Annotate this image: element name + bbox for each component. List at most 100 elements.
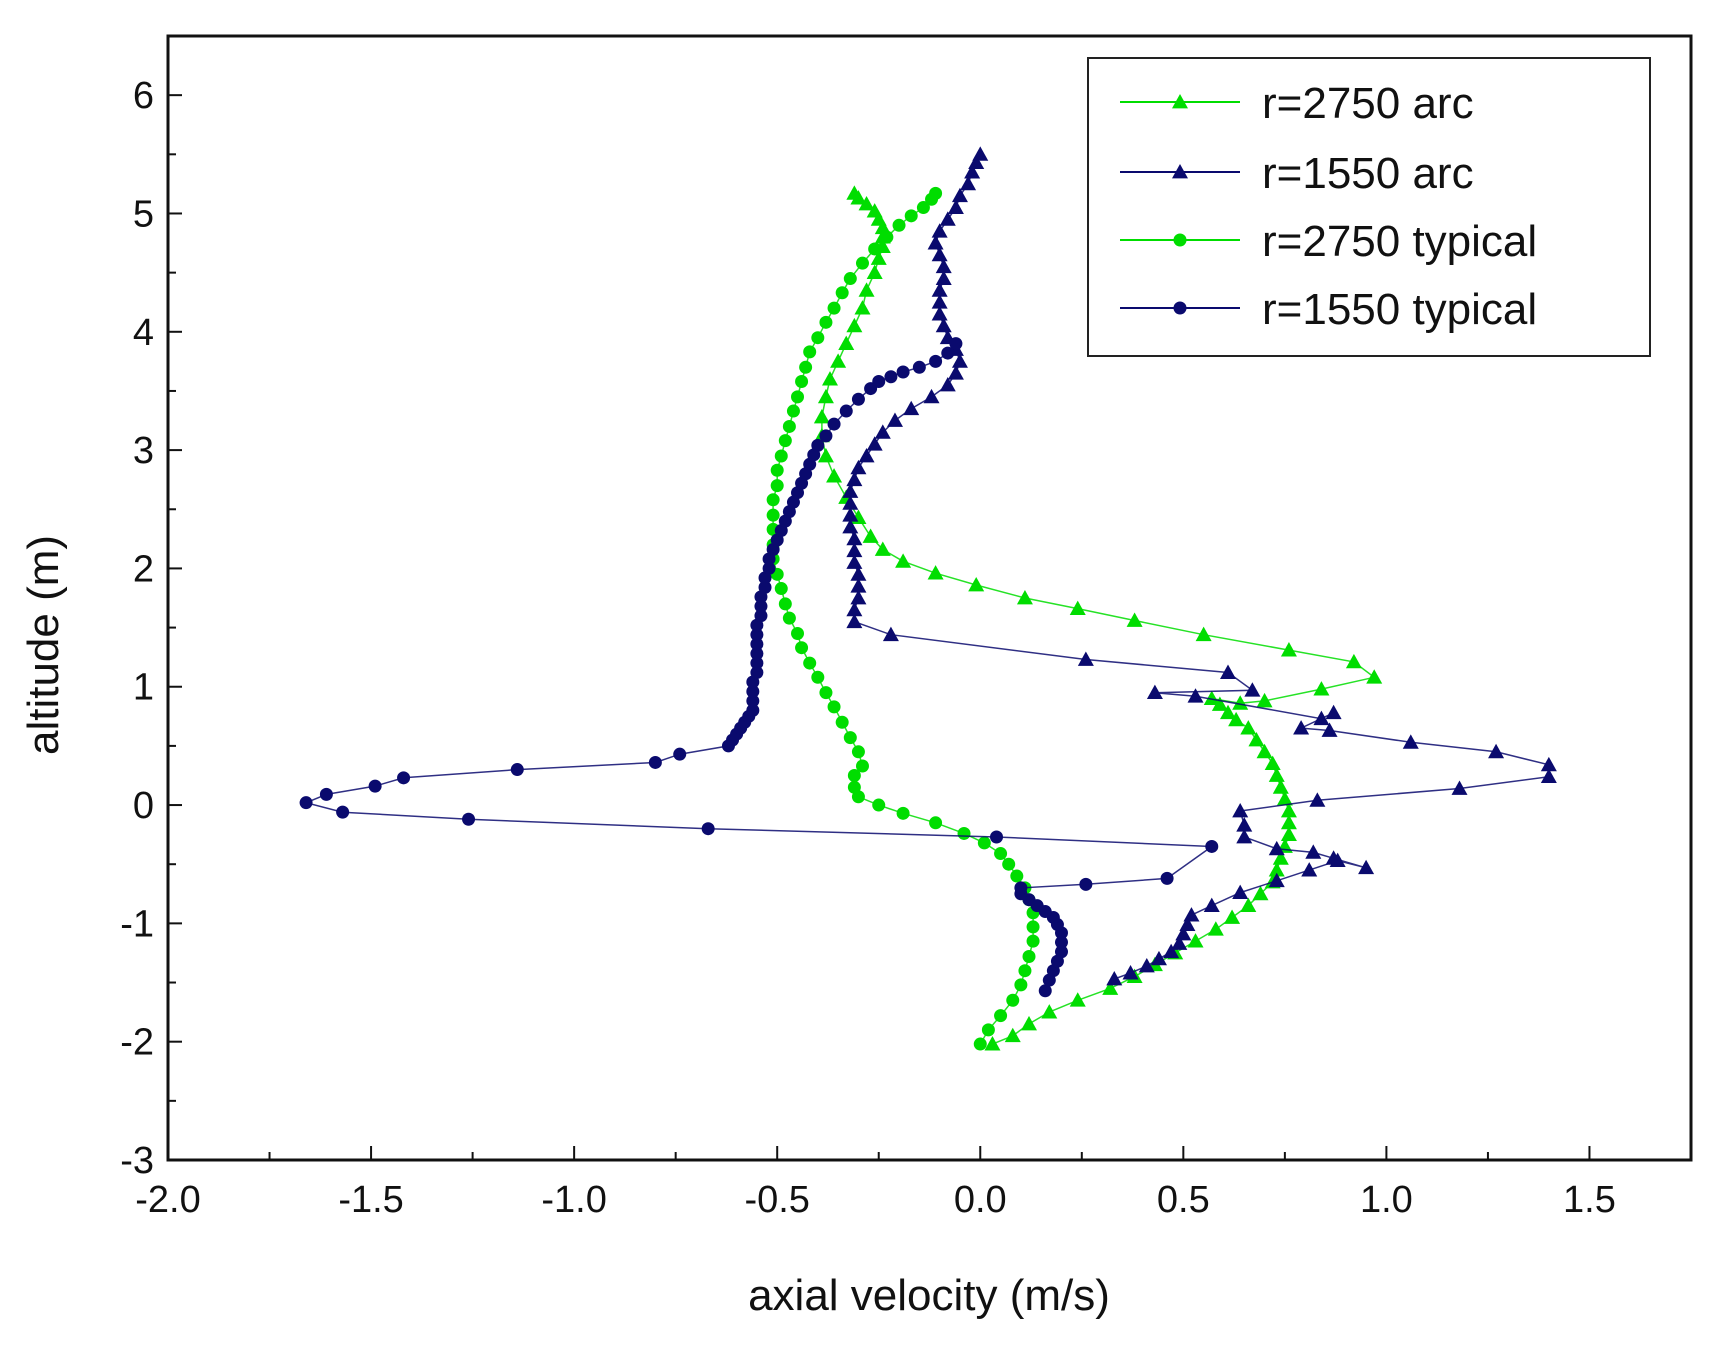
legend-items: r=2750 arc r=1550 arc r=2750 typical r=1550…	[1120, 79, 1537, 334]
data-point	[1268, 872, 1285, 888]
data-point	[981, 1023, 995, 1037]
x-tick-label: -1.0	[541, 1179, 606, 1221]
data-point	[872, 798, 886, 812]
data-point	[1038, 984, 1052, 998]
data-point	[648, 755, 662, 769]
data-point	[931, 294, 948, 309]
data-point	[746, 694, 760, 708]
data-point	[750, 628, 764, 642]
data-point	[984, 1036, 1001, 1051]
y-tick-label: -3	[120, 1140, 154, 1182]
data-point	[1313, 681, 1330, 696]
data-point	[858, 448, 875, 463]
data-point	[795, 374, 809, 388]
data-point	[850, 566, 867, 581]
data-point	[842, 495, 859, 510]
data-point	[819, 429, 833, 443]
data-point	[811, 670, 825, 684]
data-point	[862, 528, 879, 543]
data-point	[1268, 840, 1285, 856]
data-point	[1240, 720, 1257, 735]
data-point	[935, 270, 952, 285]
data-point	[1026, 920, 1040, 934]
data-point	[968, 576, 985, 592]
legend: r=2750 arc r=1550 arc r=2750 typical r=1550…	[1087, 57, 1651, 357]
data-point	[866, 264, 883, 280]
data-point	[1540, 768, 1557, 784]
data-point	[855, 759, 869, 773]
data-point	[299, 796, 313, 810]
data-point	[750, 637, 764, 651]
data-point	[336, 805, 350, 819]
data-point	[1220, 704, 1237, 720]
plot-frame	[166, 34, 1693, 1162]
data-point	[1022, 949, 1036, 963]
data-point	[754, 609, 768, 623]
data-point	[1240, 897, 1257, 913]
data-point	[846, 554, 863, 569]
data-point	[1325, 704, 1342, 720]
data-point	[1187, 933, 1204, 948]
data-point	[827, 301, 841, 315]
data-point	[1079, 877, 1093, 891]
data-point	[1540, 756, 1557, 772]
data-point	[1280, 814, 1297, 830]
data-point	[846, 185, 863, 200]
data-point	[782, 611, 796, 625]
data-point	[994, 847, 1008, 861]
data-point	[803, 656, 817, 670]
data-point	[855, 256, 869, 270]
data-point	[866, 203, 883, 218]
data-point	[931, 282, 948, 297]
data-point	[874, 219, 891, 235]
data-point	[1256, 743, 1273, 759]
data-point	[846, 530, 863, 546]
data-point	[858, 282, 875, 297]
data-point	[817, 448, 834, 463]
y-tick-label: 2	[133, 548, 154, 590]
data-point	[766, 493, 780, 507]
data-point	[673, 747, 687, 761]
data-point	[1232, 884, 1249, 900]
x-tick-label: -1.5	[338, 1179, 403, 1221]
data-point	[1280, 826, 1297, 842]
data-point	[850, 590, 867, 605]
data-point	[1002, 857, 1016, 871]
legend-marker	[1172, 164, 1188, 179]
data-point	[826, 468, 843, 483]
data-point	[835, 715, 849, 729]
y-tick-label: 0	[133, 785, 154, 827]
data-point	[843, 731, 857, 745]
data-point	[1272, 850, 1289, 865]
data-point	[960, 175, 977, 191]
data-point	[935, 317, 952, 333]
data-point	[1163, 943, 1180, 959]
x-tick-label: 1.5	[1563, 1179, 1616, 1221]
data-point	[896, 365, 910, 379]
data-point	[368, 779, 382, 793]
data-point	[927, 565, 944, 580]
x-axis-title: axial velocity (m/s)	[748, 1271, 1110, 1320]
data-point	[931, 246, 948, 262]
data-point	[746, 684, 760, 698]
data-point	[1026, 934, 1040, 948]
data-point	[770, 463, 784, 477]
data-point	[1014, 881, 1028, 895]
data-point	[462, 812, 476, 826]
data-point	[854, 300, 871, 315]
data-point	[951, 187, 968, 203]
data-point	[1205, 839, 1219, 853]
data-point	[791, 626, 805, 640]
y-tick-label: 4	[133, 312, 154, 354]
data-point	[1280, 802, 1297, 818]
data-point	[1183, 907, 1200, 922]
data-point	[1021, 1015, 1038, 1031]
data-point	[754, 599, 768, 613]
data-point	[866, 436, 883, 451]
data-point	[912, 360, 926, 374]
y-tick-label: -2	[120, 1022, 154, 1064]
y-tick-label: 3	[133, 430, 154, 472]
data-point	[1305, 844, 1322, 859]
data-point	[750, 647, 764, 661]
data-point	[1016, 590, 1033, 605]
